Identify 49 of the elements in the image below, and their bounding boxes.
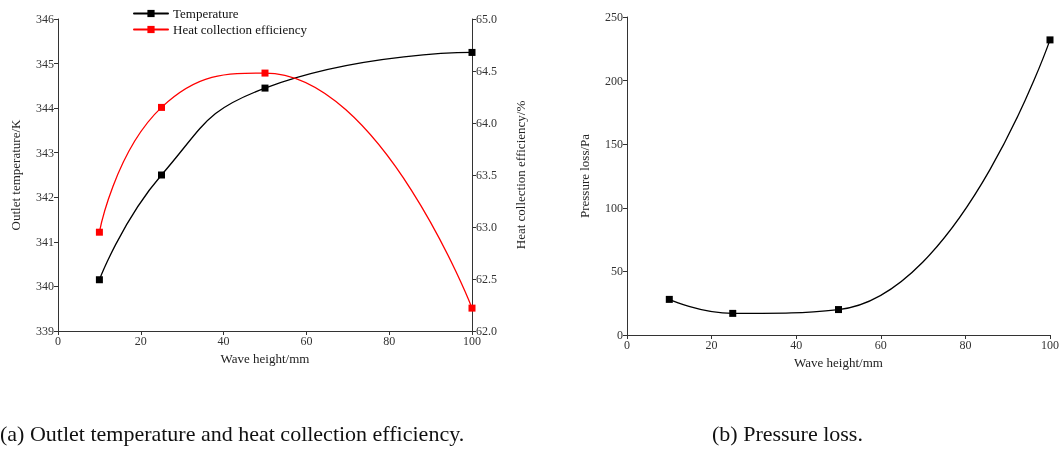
point bbox=[158, 171, 165, 179]
y2-tick-label: 62.5 bbox=[476, 272, 497, 286]
y-tick-label: 100 bbox=[605, 200, 623, 215]
x-tick-label: 40 bbox=[217, 334, 230, 348]
x-tick-label: 60 bbox=[300, 334, 313, 348]
y-tick-label: 339 bbox=[36, 324, 54, 338]
x-tick-label: 100 bbox=[1041, 338, 1059, 352]
y2-tick-label: 64.0 bbox=[476, 116, 497, 130]
point bbox=[835, 306, 842, 314]
y-tick-label: 343 bbox=[36, 145, 54, 160]
text: (a) Outlet temperature and heat collection efficiency. bbox=[0, 420, 465, 446]
y-tick-label: 342 bbox=[36, 190, 54, 205]
y2-tick-label: 64.5 bbox=[476, 64, 497, 78]
x-axis-title: Wave height/mm bbox=[220, 350, 310, 366]
y2-tick-label: 63.5 bbox=[476, 168, 497, 182]
legend-label: Heat collection efficiency bbox=[173, 22, 308, 37]
point bbox=[729, 309, 737, 317]
point bbox=[95, 276, 103, 284]
y-tick-label: 150 bbox=[605, 137, 623, 152]
point bbox=[261, 84, 269, 92]
text: (b) Pressure loss. bbox=[712, 420, 863, 446]
point bbox=[468, 48, 476, 56]
y2-axis-title: Heat collection efficiency/% bbox=[513, 100, 528, 250]
y-tick-label: 200 bbox=[605, 73, 623, 88]
point bbox=[95, 228, 103, 236]
x-tick-label: 60 bbox=[874, 338, 887, 352]
y2-tick-label: 63.0 bbox=[476, 220, 497, 234]
x-tick-label: 20 bbox=[134, 334, 147, 348]
point bbox=[158, 103, 165, 111]
y-tick-label: 250 bbox=[605, 10, 623, 24]
x-tick-label: 80 bbox=[959, 338, 972, 352]
y-axis-title: Outlet temperature/K bbox=[8, 118, 23, 231]
x-axis-title: Wave height/mm bbox=[794, 354, 883, 370]
point bbox=[468, 304, 476, 312]
y2-tick-label: 65.0 bbox=[476, 12, 497, 26]
y-tick-label: 345 bbox=[36, 56, 54, 71]
y-tick-label: 341 bbox=[36, 234, 54, 249]
x-tick-label: 80 bbox=[383, 334, 396, 348]
point bbox=[665, 295, 673, 303]
legend-label: Temperature bbox=[173, 6, 239, 21]
y-tick-label: 50 bbox=[611, 264, 623, 279]
y-tick-label: 344 bbox=[36, 101, 54, 116]
y-axis-title: Pressure loss/Pa bbox=[577, 133, 592, 219]
x-tick-label: 20 bbox=[705, 338, 718, 352]
y-tick-label: 346 bbox=[36, 12, 54, 26]
x-tick-label: 40 bbox=[790, 338, 803, 352]
point bbox=[1046, 36, 1054, 44]
point bbox=[261, 69, 269, 77]
y-tick-label: 340 bbox=[36, 279, 54, 294]
